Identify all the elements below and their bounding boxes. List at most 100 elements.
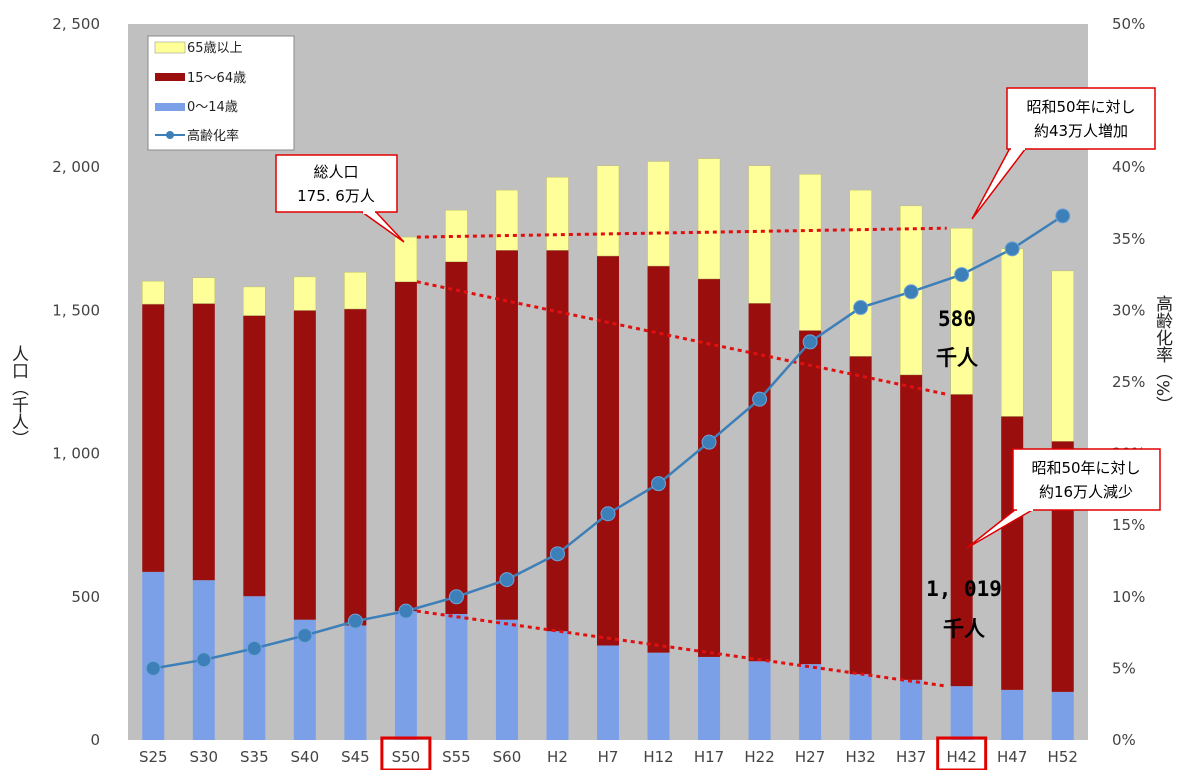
aging-rate-point-S40 — [297, 627, 313, 643]
bar-H52-series-0 — [1051, 691, 1074, 740]
bar-H27-series-0 — [799, 664, 822, 740]
bar-H27-series-1 — [799, 330, 822, 665]
bar-S60-series-2 — [495, 189, 519, 251]
callout-increase-line2: 約43万人増加 — [1034, 122, 1128, 140]
bar-S50-series-0 — [394, 611, 417, 740]
y-right-tick-6: 30% — [1112, 301, 1145, 319]
legend: 65歳以上 15〜64歳 0〜14歳 高齢化率 — [147, 35, 295, 151]
y-right-tick-0: 0% — [1112, 731, 1136, 749]
y-right-tick-8: 40% — [1112, 158, 1145, 176]
bar-H42-series-1 — [950, 394, 973, 687]
y-right-tick-5: 25% — [1112, 373, 1145, 391]
aging-rate-point-H7 — [600, 506, 616, 522]
aging-rate-line — [145, 208, 1071, 676]
y-right-tick-3: 15% — [1112, 516, 1145, 534]
aging-rate-point-S25 — [145, 660, 161, 676]
working-h42-unit: 千人 — [943, 617, 985, 641]
bar-H22-series-0 — [748, 661, 771, 740]
elderly-h42-value: 580 — [938, 307, 976, 331]
bar-H47-series-0 — [1001, 689, 1024, 740]
aging-rate-point-S45 — [347, 613, 363, 629]
legend-label-0-14: 0〜14歳 — [187, 100, 238, 115]
bar-S45-series-1 — [344, 308, 367, 626]
bar-S30-series-2 — [192, 277, 216, 304]
x-tick-H47: H47 — [997, 748, 1027, 766]
y-right-axis-title: 高齢化率（%） — [1152, 295, 1173, 413]
x-tick-H52: H52 — [1048, 748, 1078, 766]
bar-H37-series-0 — [900, 679, 923, 740]
x-tick-H37: H37 — [896, 748, 926, 766]
bar-H47-series-2 — [1000, 248, 1024, 417]
legend-swatch-65plus — [154, 41, 186, 54]
bar-H32-series-0 — [849, 674, 872, 740]
bar-S40-series-0 — [293, 619, 316, 740]
x-tick-H7: H7 — [598, 748, 619, 766]
bar-H17-series-2 — [697, 158, 721, 280]
x-tick-S35: S35 — [240, 748, 269, 766]
bar-S45-series-0 — [344, 625, 367, 740]
aging-rate-point-H32 — [853, 300, 869, 316]
x-tick-highlight-S50 — [380, 736, 432, 770]
bar-H7-series-1 — [597, 255, 619, 646]
callout-increase-gapfill — [1011, 146, 1025, 150]
bar-H7-series-0 — [597, 645, 619, 740]
x-tick-H17: H17 — [694, 748, 724, 766]
x-tick-S60: S60 — [493, 748, 522, 766]
y-left-tick-4: 2, 000 — [52, 158, 100, 176]
y-right-tick-10: 50% — [1112, 15, 1145, 33]
bar-H32-series-2 — [849, 189, 872, 357]
callout-increase-box — [1006, 87, 1156, 150]
aging-rate-point-S50 — [398, 603, 414, 619]
bar-H2-series-0 — [546, 631, 569, 740]
x-tick-S55: S55 — [442, 748, 471, 766]
x-tick-S45: S45 — [341, 748, 370, 766]
aging-rate-point-H47 — [1004, 241, 1020, 257]
callout-increase: 昭和50年に対し 約43万人増加 — [971, 87, 1156, 220]
bar-H12-series-2 — [647, 161, 670, 267]
bar-S55-series-1 — [445, 261, 468, 614]
x-tick-highlight-H42 — [936, 736, 988, 770]
working-h42-value: 1, 019 — [926, 577, 1002, 601]
legend-label-aging-rate: 高齢化率 — [187, 128, 239, 144]
bar-S35-series-2 — [243, 286, 266, 316]
aging-rate-point-H22 — [752, 391, 768, 407]
callout-total-gapfill — [363, 210, 375, 214]
callout-total-line1: 総人口 — [313, 163, 358, 181]
bar-H42-series-0 — [950, 686, 973, 740]
aging-rate-point-H17 — [701, 434, 717, 450]
bar-H17-series-0 — [698, 656, 721, 740]
callout-decrease-line1: 昭和50年に対し — [1031, 459, 1140, 477]
callout-decrease: 昭和50年に対し 約16万人減少 — [966, 448, 1161, 549]
y-left-tick-0: 0 — [90, 731, 100, 749]
bar-H27-series-2 — [798, 174, 822, 331]
aging-rate-point-H2 — [549, 546, 565, 562]
bar-S50-series-2 — [394, 236, 418, 283]
y-left-tick-labels: 0 500 1, 000 1, 500 2, 000 2, 500 — [52, 15, 100, 749]
x-tick-H32: H32 — [845, 748, 875, 766]
bar-H2-series-2 — [546, 176, 569, 251]
aging-rate-point-H27 — [802, 334, 818, 350]
x-tick-H22: H22 — [744, 748, 774, 766]
callout-decrease-gapfill — [1017, 507, 1033, 511]
legend-label-65plus: 65歳以上 — [187, 41, 243, 56]
legend-label-15-64: 15〜64歳 — [187, 71, 246, 86]
aging-rate-point-H12 — [651, 476, 667, 492]
y-left-axis-title: 人口（千人） — [8, 345, 29, 447]
aging-rate-point-H37 — [903, 284, 919, 300]
y-left-tick-5: 2, 500 — [52, 15, 100, 33]
y-left-tick-3: 1, 500 — [52, 301, 100, 319]
bar-H12-series-0 — [647, 652, 670, 740]
legend-box — [147, 35, 295, 151]
y-right-tick-1: 5% — [1112, 659, 1136, 677]
bar-S25-series-0 — [142, 571, 165, 740]
bar-S35-series-0 — [243, 596, 266, 740]
bar-H22-series-2 — [748, 165, 771, 304]
x-tick-S30: S30 — [189, 748, 218, 766]
aging-rate-point-H52 — [1055, 208, 1071, 224]
bar-S25-series-1 — [142, 304, 165, 572]
dotted-guide-1 — [416, 280, 947, 396]
dotted-guide-0 — [416, 609, 947, 688]
aging-rate-point-S30 — [196, 652, 212, 668]
aging-rate-point-H42 — [954, 267, 970, 283]
